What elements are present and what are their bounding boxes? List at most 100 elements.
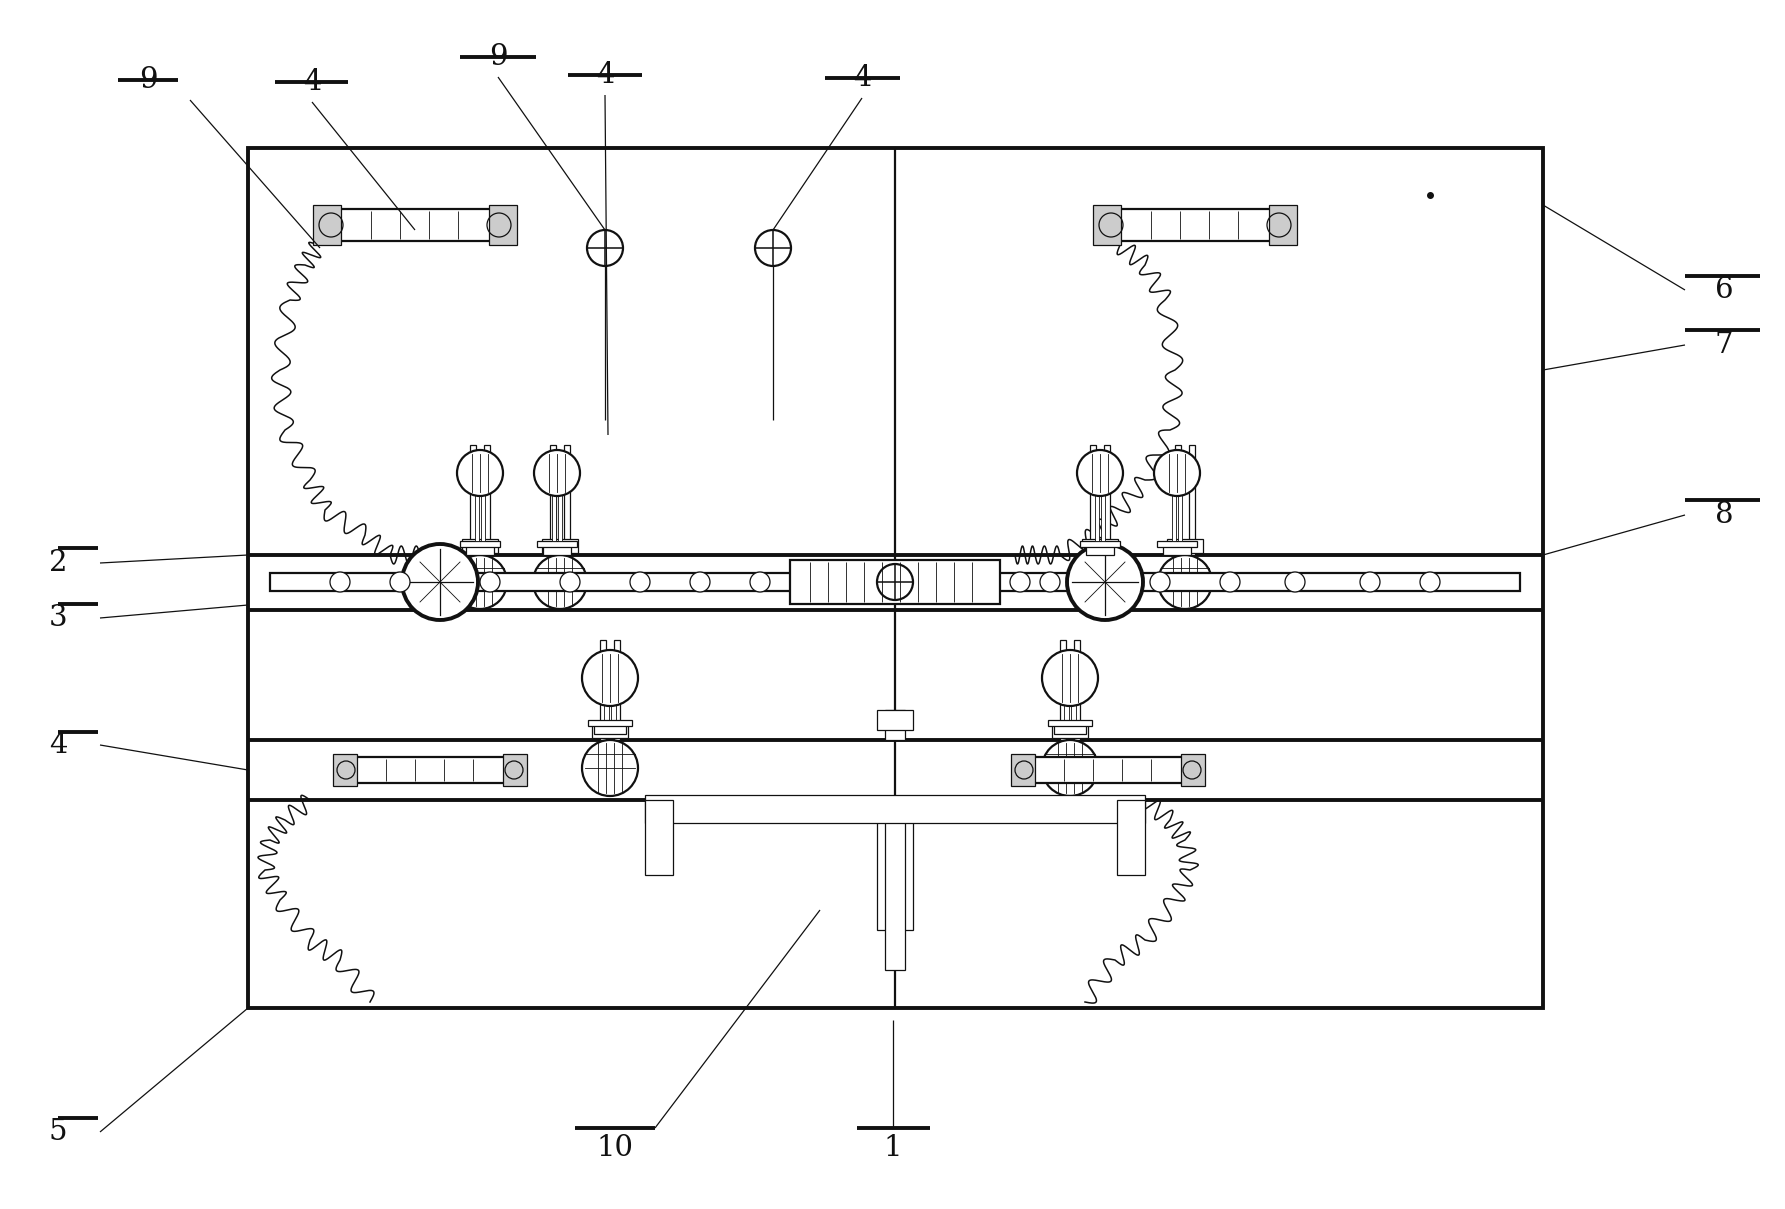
Circle shape [1042, 650, 1098, 706]
Bar [594, 722, 627, 734]
Circle shape [1285, 572, 1305, 592]
Text: 4: 4 [853, 64, 871, 92]
Bar [610, 650, 616, 724]
Bar [1014, 757, 1203, 783]
Circle shape [1153, 450, 1200, 496]
Bar [466, 543, 494, 555]
Bar [1080, 540, 1119, 546]
Circle shape [1150, 572, 1169, 592]
Text: 9: 9 [489, 44, 507, 71]
Text: 7: 7 [1715, 331, 1733, 359]
Circle shape [630, 572, 650, 592]
Bar [644, 800, 673, 875]
Circle shape [1421, 572, 1440, 592]
Bar [489, 206, 518, 245]
Bar [1173, 450, 1176, 540]
Circle shape [582, 740, 637, 796]
Bar [1064, 650, 1069, 724]
Bar [1117, 800, 1144, 875]
Bar [1082, 539, 1117, 553]
Bar [1060, 640, 1066, 740]
Circle shape [1076, 450, 1123, 496]
Bar [334, 754, 357, 786]
Bar [1157, 540, 1198, 546]
Bar [559, 450, 562, 540]
Text: 10: 10 [596, 1134, 634, 1162]
Circle shape [1010, 572, 1030, 592]
Bar [314, 209, 516, 241]
Bar [336, 757, 525, 783]
Bar [1091, 445, 1096, 555]
Bar [1101, 450, 1105, 540]
Bar [1092, 206, 1121, 245]
Bar [587, 721, 632, 725]
Bar [1010, 754, 1035, 786]
Bar [603, 650, 609, 724]
Bar [1189, 445, 1194, 555]
Circle shape [453, 555, 507, 609]
Bar [1182, 754, 1205, 786]
Bar [543, 539, 578, 553]
Bar [1164, 543, 1191, 555]
Bar [1048, 721, 1092, 725]
Text: 1: 1 [884, 1134, 901, 1162]
Circle shape [534, 450, 580, 496]
Bar [484, 445, 491, 555]
Text: 2: 2 [48, 549, 68, 577]
Circle shape [560, 572, 580, 592]
Bar [1103, 445, 1110, 555]
Text: 5: 5 [48, 1118, 68, 1146]
Bar [1075, 640, 1080, 740]
Bar [537, 540, 577, 546]
Bar [876, 800, 912, 930]
Circle shape [330, 572, 350, 592]
Bar [480, 450, 486, 540]
Bar [550, 445, 555, 555]
Bar [1071, 650, 1076, 724]
Bar [461, 540, 500, 546]
Bar [1053, 722, 1085, 734]
Bar [644, 796, 1144, 823]
Bar [552, 450, 555, 540]
Text: 4: 4 [48, 731, 68, 759]
Circle shape [389, 572, 411, 592]
Bar [462, 539, 498, 553]
Bar [1269, 206, 1298, 245]
Text: 4: 4 [596, 60, 614, 89]
Text: 4: 4 [303, 68, 321, 96]
Text: 8: 8 [1715, 501, 1733, 530]
Circle shape [1067, 544, 1142, 620]
Text: 6: 6 [1715, 276, 1733, 303]
Bar [614, 640, 619, 740]
Circle shape [457, 450, 503, 496]
Bar [270, 573, 1521, 591]
Circle shape [1360, 572, 1380, 592]
Bar [543, 543, 571, 555]
Circle shape [1073, 555, 1126, 609]
Text: 9: 9 [139, 66, 157, 94]
Bar [791, 560, 1000, 604]
Bar [475, 450, 478, 540]
Bar [1085, 543, 1114, 555]
Bar [1094, 450, 1100, 540]
Circle shape [691, 572, 710, 592]
Circle shape [750, 572, 769, 592]
Bar [248, 147, 1542, 1008]
Circle shape [480, 572, 500, 592]
Text: 3: 3 [48, 604, 68, 632]
Bar [469, 445, 477, 555]
Bar [885, 710, 905, 740]
Circle shape [1041, 572, 1060, 592]
Bar [312, 206, 341, 245]
Bar [1167, 539, 1203, 553]
Circle shape [1158, 555, 1212, 609]
Bar [1175, 445, 1182, 555]
Bar [1051, 724, 1089, 737]
Bar [564, 445, 569, 555]
Bar [1178, 450, 1182, 540]
Bar [876, 710, 912, 730]
Circle shape [1042, 740, 1098, 796]
Circle shape [582, 650, 637, 706]
Bar [885, 800, 905, 970]
Bar [600, 640, 605, 740]
